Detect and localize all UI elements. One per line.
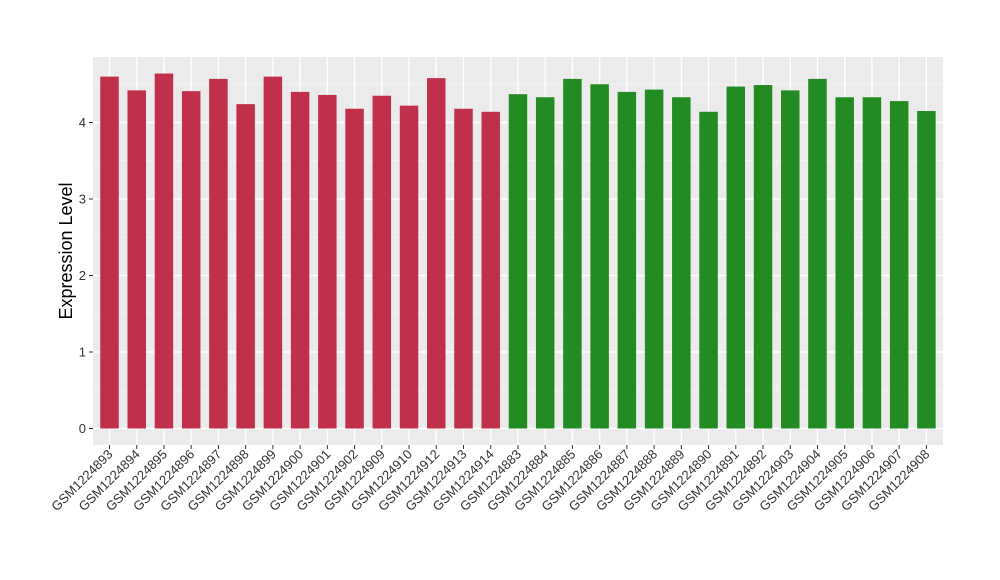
bar-GSM1224891 xyxy=(726,86,746,429)
bar-GSM1224904 xyxy=(808,78,827,429)
bar-GSM1224883 xyxy=(508,94,528,429)
bar-GSM1224885 xyxy=(563,78,582,429)
bar-GSM1224898 xyxy=(236,104,255,429)
bar-GSM1224895 xyxy=(154,73,174,429)
bar-GSM1224893 xyxy=(100,76,119,429)
bars xyxy=(100,73,936,429)
bar-GSM1224901 xyxy=(318,94,337,429)
bar-GSM1224892 xyxy=(753,85,773,429)
bar-GSM1224900 xyxy=(290,91,310,429)
bar-GSM1224890 xyxy=(699,111,718,429)
bar-GSM1224905 xyxy=(835,97,854,429)
bar-GSM1224894 xyxy=(127,90,146,429)
bar-GSM1224907 xyxy=(889,101,909,429)
y-tick-label: 2 xyxy=(79,268,86,283)
bar-GSM1224887 xyxy=(617,91,637,429)
bar-GSM1224902 xyxy=(345,108,364,429)
bar-GSM1224906 xyxy=(862,97,882,429)
bar-GSM1224889 xyxy=(672,97,691,429)
y-tick-label: 1 xyxy=(79,345,86,360)
bar-GSM1224909 xyxy=(372,95,392,429)
y-axis: 0 1 2 3 4 xyxy=(79,115,93,436)
y-tick-label: 3 xyxy=(79,192,86,207)
bar-GSM1224897 xyxy=(209,78,228,429)
bar-GSM1224908 xyxy=(917,111,936,429)
y-tick-label: 0 xyxy=(79,421,86,436)
bar-GSM1224913 xyxy=(454,108,473,429)
bar-GSM1224899 xyxy=(263,76,283,429)
y-tick-label: 4 xyxy=(79,115,86,130)
bar-GSM1224888 xyxy=(644,89,664,429)
y-axis-title: Expression Level xyxy=(56,182,76,319)
bar-GSM1224903 xyxy=(781,90,800,429)
x-axis: GSM1224893GSM1224894GSM1224895GSM1224896… xyxy=(48,445,933,514)
bar-GSM1224910 xyxy=(399,105,419,429)
bar-GSM1224914 xyxy=(481,111,500,429)
bar-GSM1224912 xyxy=(427,78,446,429)
bar-GSM1224896 xyxy=(181,91,201,429)
bar-GSM1224886 xyxy=(590,84,609,429)
bar-GSM1224884 xyxy=(535,97,555,429)
